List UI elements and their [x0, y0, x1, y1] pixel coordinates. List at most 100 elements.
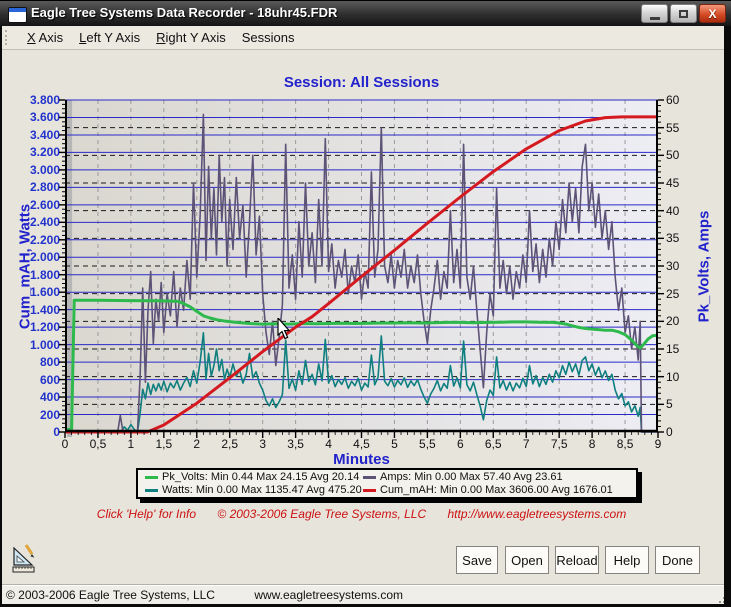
right-axis-tick-label: 5 [666, 397, 673, 412]
footer-url: http://www.eagletreesystems.com [447, 507, 627, 521]
app-icon-titlestrip [9, 8, 26, 12]
x-axis-tick-label: 4,5 [353, 437, 370, 451]
x-axis-label: Minutes [333, 451, 390, 468]
legend-item-watts: Watts: Min 0.00 Max 1135.47 Avg 475.20 [145, 484, 363, 497]
left-axis-tick-label: 3.600 [29, 110, 60, 125]
right-axis-tick-label: 50 [666, 148, 680, 163]
left-axis-tick-label: 2.400 [29, 215, 60, 230]
x-axis-tick-label: 3 [259, 437, 266, 451]
series-pk_volts [64, 298, 659, 432]
status-url: www.eagletreesystems.com [254, 588, 404, 602]
footer-copyright: © 2003-2006 Eagle Tree Systems, LLC [217, 507, 427, 521]
x-axis-tick-label: 1 [127, 437, 135, 451]
menu-x-axis[interactable]: X Axis [27, 30, 64, 45]
left-axis-tick-label: 1.200 [29, 320, 60, 335]
x-axis-tick-label: 0 [61, 437, 69, 451]
left-axis-tick-label: 2.000 [29, 250, 60, 265]
reload-button[interactable]: Reload [555, 546, 599, 574]
legend-color-dash [145, 488, 158, 492]
right-axis-tick-label: 55 [666, 120, 680, 135]
save-button[interactable]: Save [456, 546, 498, 574]
left-axis-tick-label: 1.600 [29, 285, 60, 300]
left-axis-tick-label: 2.600 [29, 197, 60, 212]
x-axis-tick-label: 5 [391, 437, 398, 451]
minimize-button[interactable] [641, 4, 668, 23]
chart-plot-area[interactable] [59, 99, 664, 438]
legend-item-text: Watts: Min 0.00 Max 1135.47 Avg 475.20 [162, 483, 362, 496]
left-axis-tick-label: 200 [39, 407, 60, 422]
left-axis-tick-label: 600 [39, 372, 60, 387]
right-axis-tick-label: 40 [666, 203, 680, 218]
left-axis-tick-label: 3.000 [29, 162, 60, 177]
left-axis-tick-label: 1.800 [29, 267, 60, 282]
left-axis-tick-label: 1.000 [29, 337, 60, 352]
x-axis-tick-label: 2 [193, 437, 201, 451]
done-button[interactable]: Done [655, 546, 700, 574]
open-button[interactable]: Open [505, 546, 549, 574]
left-axis-tick-label: 400 [39, 390, 60, 405]
footer-help-text: Click 'Help' for Info [96, 507, 197, 521]
app-icon [8, 7, 27, 23]
legend-color-dash [145, 475, 158, 479]
legend-color-dash [363, 488, 376, 492]
status-bar: © 2003-2006 Eagle Tree Systems, LLC www.… [0, 584, 731, 604]
x-axis-tick-label: 8,5 [616, 437, 634, 451]
title-bar[interactable]: Eagle Tree Systems Data Recorder - 18uhr… [0, 0, 731, 26]
left-axis-tick-label: 800 [39, 355, 60, 370]
status-copyright: © 2003-2006 Eagle Tree Systems, LLC [6, 588, 215, 602]
menu-bar: X Axis Left Y Axis Right Y Axis Sessions [0, 26, 731, 50]
series-cum_mah [65, 115, 658, 434]
legend-item-cum_mah: Cum_mAH: Min 0.00 Max 3606.00 Avg 1676.0… [363, 484, 629, 497]
maximize-button[interactable] [670, 4, 697, 23]
mouse-cursor-icon [277, 318, 291, 340]
legend-item-text: Amps: Min 0.00 Max 57.40 Avg 23.61 [380, 470, 563, 483]
left-axis-tick-label: 3.400 [29, 127, 60, 142]
menu-gripper[interactable] [5, 30, 10, 45]
left-axis-tick-label: 3.800 [29, 93, 60, 107]
x-axis-tick-label: 6,5 [484, 437, 502, 451]
maximize-icon [679, 9, 688, 18]
menu-right-y-axis[interactable]: Right Y Axis [156, 30, 226, 45]
right-axis-tick-label: 45 [666, 176, 680, 190]
menu-sessions[interactable]: Sessions [241, 30, 295, 45]
window-border-right [724, 26, 731, 607]
window-title: Eagle Tree Systems Data Recorder - 18uhr… [31, 5, 338, 20]
legend-item-text: Pk_Volts: Min 0.44 Max 24.15 Avg 20.14 [162, 470, 360, 483]
right-axis-tick-label: 20 [666, 314, 680, 329]
right-axis-tick-label: 0 [666, 425, 673, 439]
series-watts [65, 332, 658, 433]
footer-note: Click 'Help' for Info © 2003-2006 Eagle … [65, 507, 658, 521]
left-axis-tick-label: 2.800 [29, 180, 60, 195]
legend-color-dash [363, 475, 376, 479]
right-axis-tick-label: 15 [666, 342, 680, 356]
ruler-pencil-icon [12, 544, 35, 573]
menu-left-y-axis[interactable]: Left Y Axis [79, 30, 141, 45]
x-axis-tick-label: 0,5 [89, 437, 107, 451]
chart-title: Session: All Sessions [283, 74, 440, 91]
right-axis-tick-label: 30 [666, 259, 680, 273]
x-axis-tick-label: 5,5 [419, 437, 436, 451]
window-controls: X [641, 4, 726, 23]
x-axis-tick-label: 1,5 [155, 437, 173, 451]
right-axis-tick-label: 10 [666, 369, 680, 384]
legend-item-amps: Amps: Min 0.00 Max 57.40 Avg 23.61 [363, 471, 629, 484]
left-axis-tick-label: 2.200 [29, 232, 60, 247]
close-button[interactable]: X [699, 4, 726, 23]
window-border-left [0, 26, 2, 607]
legend-item-text: Cum_mAH: Min 0.00 Max 3606.00 Avg 1676.0… [380, 483, 613, 496]
x-axis-tick-label: 6 [456, 437, 464, 451]
left-axis-tick-label: 1.400 [29, 302, 60, 317]
right-axis-tick-label: 25 [666, 286, 680, 301]
left-axis-tick-label: 0 [53, 425, 60, 439]
legend-item-pk_volts: Pk_Volts: Min 0.44 Max 24.15 Avg 20.14 [145, 471, 363, 484]
x-axis-tick-label: 3,5 [287, 437, 304, 451]
minimize-icon [649, 16, 660, 20]
x-axis-tick-label: 4 [325, 437, 332, 451]
series-amps [65, 113, 658, 433]
window-border-bottom [0, 604, 731, 607]
x-axis-tick-label: 2,5 [221, 437, 239, 451]
help-button[interactable]: Help [605, 546, 649, 574]
x-axis-tick-label: 9 [654, 437, 662, 451]
chart-legend: Pk_Volts: Min 0.44 Max 24.15 Avg 20.14 Am… [136, 468, 638, 499]
